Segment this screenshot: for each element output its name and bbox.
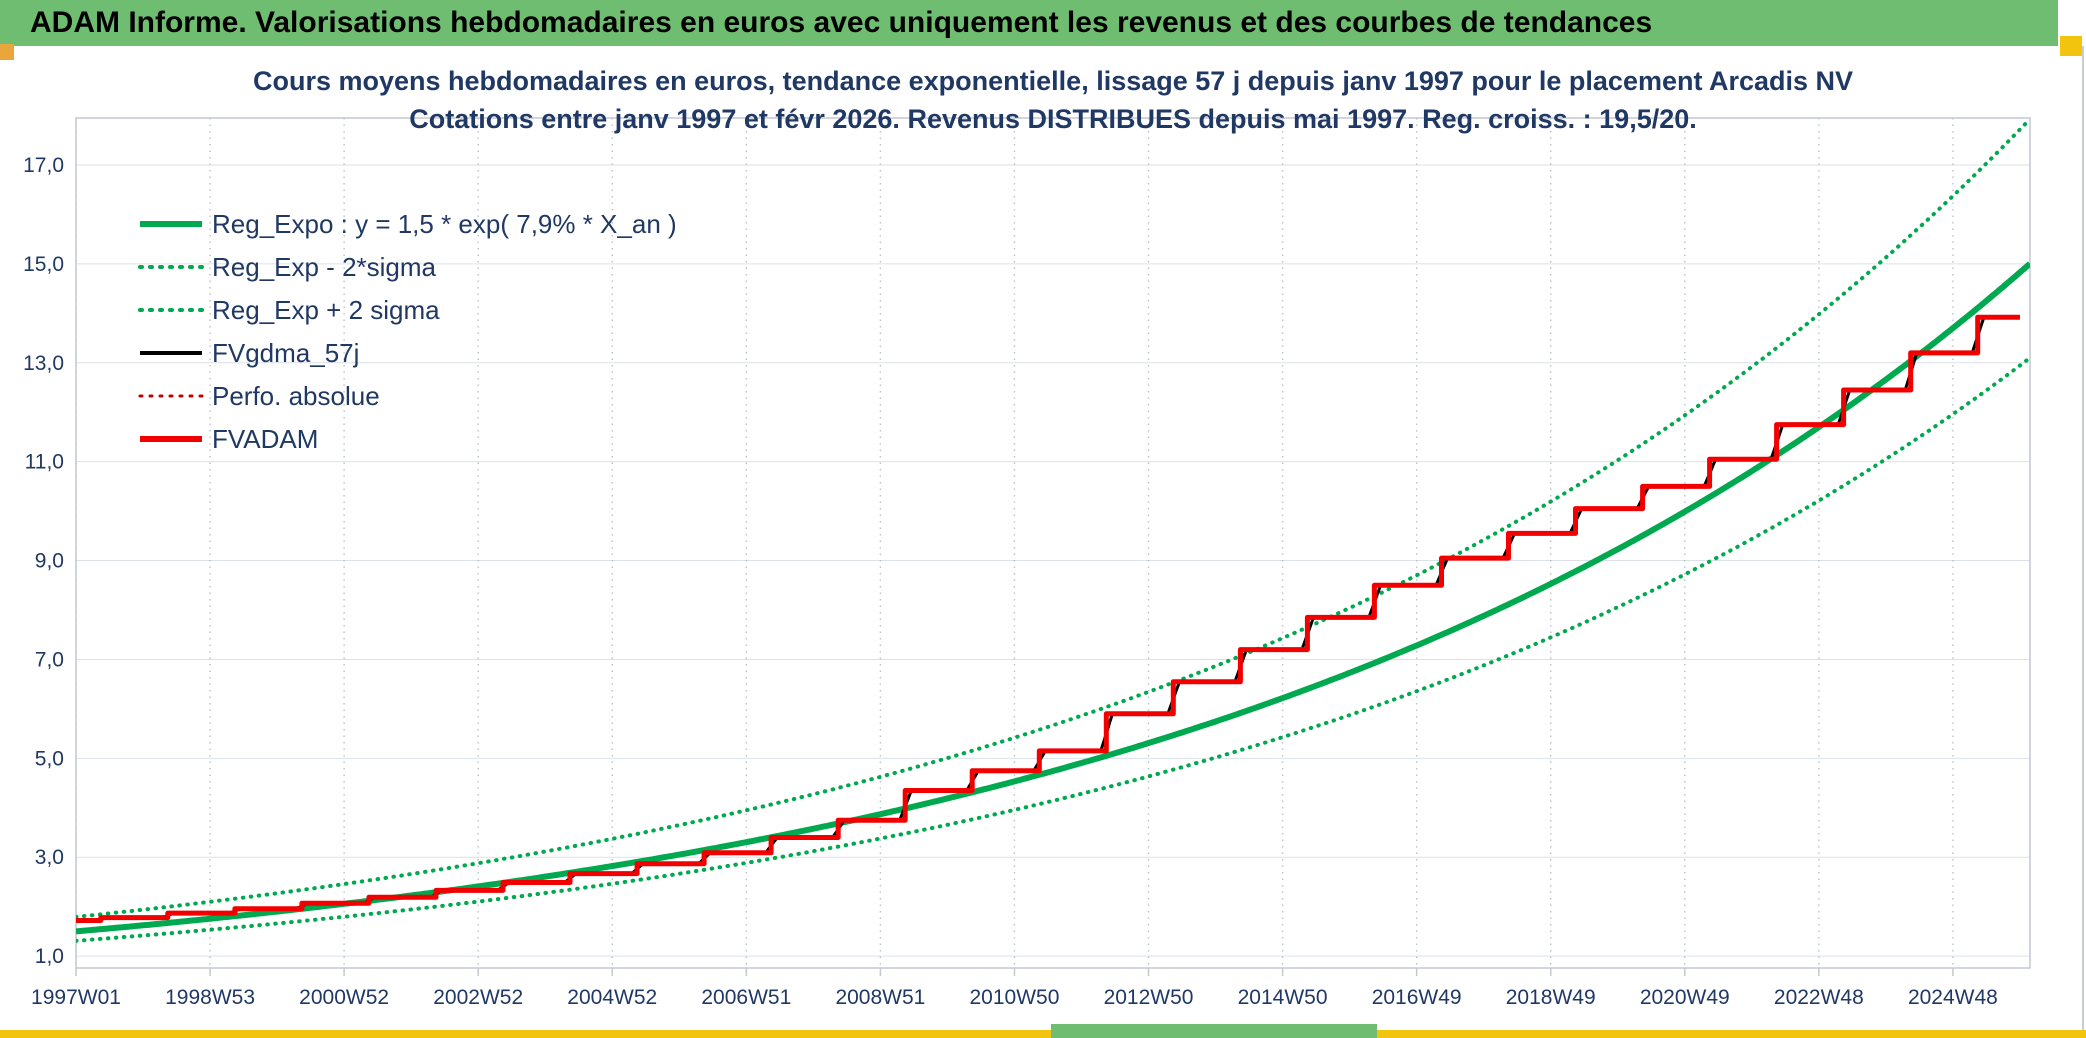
x-tick-label: 2002W52	[433, 986, 523, 1009]
x-tick-label: 2008W51	[835, 986, 925, 1009]
y-tick-label: 13,0	[23, 352, 64, 375]
y-tick-label: 1,0	[35, 945, 64, 968]
x-tick-label: 2024W48	[1908, 986, 1998, 1009]
x-tick-label: 2022W48	[1774, 986, 1864, 1009]
header-title: ADAM Informe. Valorisations hebdomadaire…	[30, 6, 1653, 39]
legend-label: Reg_Exp + 2 sigma	[212, 295, 440, 325]
y-tick-label: 9,0	[35, 550, 64, 573]
legend-label: Reg_Expo : y = 1,5 * exp( 7,9% * X_an )	[212, 209, 677, 239]
series-sigma-minus	[76, 355, 2030, 943]
series-fvadam	[76, 314, 2020, 923]
x-tick-label: 2014W50	[1238, 986, 1328, 1009]
series-reg-expo	[76, 261, 2030, 935]
y-tick-label: 5,0	[35, 747, 64, 770]
series-sigma-plus	[76, 118, 2030, 919]
chart-subtitle: Cotations entre janv 1997 et févr 2026. …	[409, 104, 1697, 134]
x-tick-label: 2004W52	[567, 986, 657, 1009]
x-tick-label: 1998W53	[165, 986, 255, 1009]
x-tick-label: 2000W52	[299, 986, 389, 1009]
top-right-marker	[2060, 36, 2082, 56]
y-tick-label: 15,0	[23, 253, 64, 276]
legend-label: Reg_Exp - 2*sigma	[212, 252, 437, 282]
gridlines	[75, 117, 2031, 969]
y-tick-label: 11,0	[25, 451, 64, 474]
legend-label: FVgdma_57j	[212, 338, 359, 368]
y-tick-label: 3,0	[35, 846, 64, 869]
header-bar: ADAM Informe. Valorisations hebdomadaire…	[0, 0, 2058, 46]
left-edge-marker	[0, 44, 14, 60]
bottom-green-tab	[1051, 1024, 1377, 1038]
x-tick-label: 2010W50	[970, 986, 1060, 1009]
x-tick-label: 2012W50	[1104, 986, 1194, 1009]
x-tick-label: 2016W49	[1372, 986, 1462, 1009]
y-tick-label: 17,0	[23, 154, 64, 177]
x-tick-label: 2006W51	[701, 986, 791, 1009]
x-tick-label: 2020W49	[1640, 986, 1730, 1009]
legend-label: Perfo. absolue	[212, 381, 380, 411]
x-tick-label: 1997W01	[31, 986, 121, 1009]
y-tick-label: 7,0	[35, 648, 64, 671]
plot-border	[75, 117, 2031, 969]
right-edge-line	[2082, 46, 2084, 1030]
bottom-strip	[0, 1030, 2086, 1038]
x-tick-label: 2018W49	[1506, 986, 1596, 1009]
axis-labels: 1,0 3,0 5,0 7,0 9,0 11,0 13,0 15,0 17,0 1997W01 19…	[23, 154, 1998, 1009]
chart-title: Cours moyens hebdomadaires en euros, ten…	[252, 66, 1854, 96]
chart-legend: Reg_Expo : y = 1,5 * exp( 7,9% * X_an ) R…	[138, 209, 677, 454]
legend-label: FVADAM	[212, 424, 318, 454]
series	[76, 118, 2030, 943]
